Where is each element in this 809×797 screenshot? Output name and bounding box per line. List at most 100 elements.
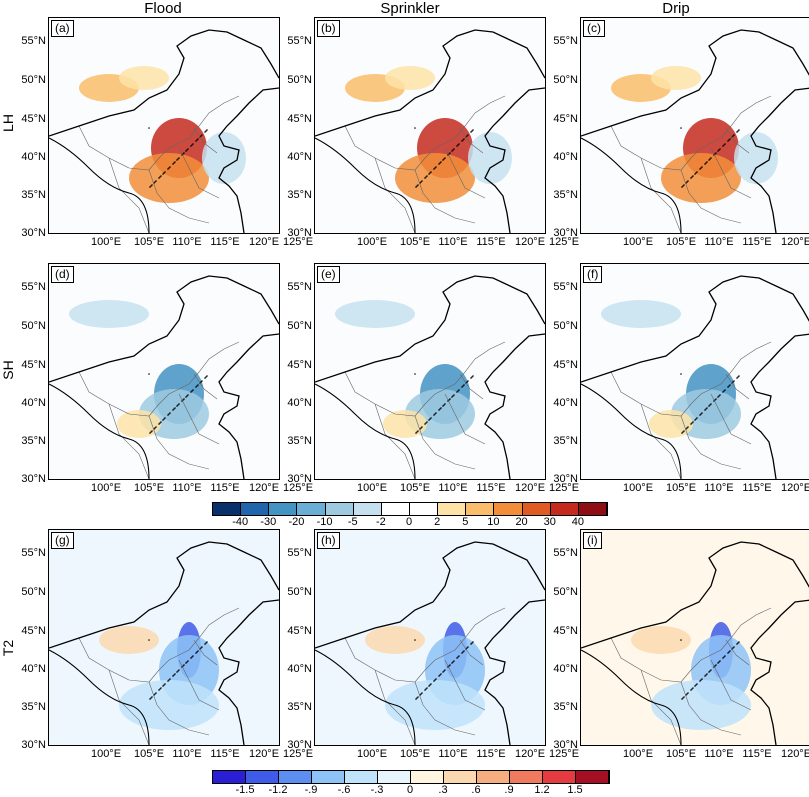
lat-tick-label: 30°N bbox=[287, 739, 312, 751]
colorbar-swatch bbox=[409, 503, 439, 515]
colorbar-swatch bbox=[213, 771, 246, 783]
lon-tick-label: 125°E bbox=[282, 236, 314, 248]
lat-tick-label: 55°N bbox=[287, 547, 312, 559]
colorbar-swatch bbox=[444, 771, 477, 783]
lon-tick-label: 100°E bbox=[356, 236, 388, 248]
lat-tick-label: 50°N bbox=[287, 74, 312, 86]
lon-tick-label: 120°E bbox=[514, 748, 546, 760]
lon-tick-label: 115°E bbox=[210, 748, 240, 760]
colorbar-tick-label: 2 bbox=[434, 516, 441, 528]
lat-tick-label: 35°N bbox=[287, 189, 312, 201]
lat-tick-label: 30°N bbox=[553, 739, 578, 751]
lon-tick-label: 110°E bbox=[172, 482, 202, 494]
map-panel: (c) bbox=[580, 17, 809, 234]
colorbar-tick-label: -.3 bbox=[370, 784, 384, 796]
lon-tick-label: 115°E bbox=[742, 482, 772, 494]
lon-tick-label: 100°E bbox=[622, 482, 654, 494]
lat-tick-label: 30°N bbox=[287, 227, 312, 239]
lat-tick-label: 40°N bbox=[21, 151, 46, 163]
lat-tick-label: 45°N bbox=[553, 625, 578, 637]
colorbar-tick-label: -.9 bbox=[304, 784, 318, 796]
lon-tick-label: 120°E bbox=[780, 482, 809, 494]
colorbar-tick-label: 1.2 bbox=[534, 784, 550, 796]
lon-tick-label: 105°E bbox=[399, 236, 431, 248]
colorbar-swatch bbox=[510, 771, 543, 783]
colorbar-swatch bbox=[345, 771, 378, 783]
panel-label: (f) bbox=[583, 266, 603, 283]
lat-tick-label: 45°N bbox=[21, 625, 46, 637]
lat-tick-label: 55°N bbox=[287, 35, 312, 47]
map-panel: (h) bbox=[314, 529, 546, 746]
panel-label: (d) bbox=[51, 266, 74, 283]
lat-tick-label: 35°N bbox=[287, 701, 312, 713]
colorbar-t2 bbox=[212, 770, 610, 784]
colorbar-swatch bbox=[381, 503, 410, 515]
lat-tick-label: 50°N bbox=[287, 586, 312, 598]
column-title-drip: Drip bbox=[662, 0, 690, 17]
lon-tick-label: 120°E bbox=[514, 482, 546, 494]
lat-tick-label: 30°N bbox=[553, 473, 578, 485]
colorbar-tick-label: 30 bbox=[543, 516, 556, 528]
lon-tick-label: 115°E bbox=[476, 748, 506, 760]
lat-tick-label: 35°N bbox=[21, 435, 46, 447]
colorbar-tick-label: 10 bbox=[487, 516, 500, 528]
lat-tick-label: 45°N bbox=[553, 113, 578, 125]
lat-tick-label: 40°N bbox=[287, 397, 312, 409]
colorbar-swatch bbox=[411, 771, 444, 783]
lon-tick-label: 105°E bbox=[665, 236, 697, 248]
lat-tick-label: 55°N bbox=[21, 547, 46, 559]
colorbar-swatch bbox=[550, 503, 579, 515]
lon-tick-label: 100°E bbox=[90, 482, 122, 494]
lat-tick-label: 35°N bbox=[21, 189, 46, 201]
lon-tick-label: 120°E bbox=[248, 748, 280, 760]
map-panel: (g) bbox=[48, 529, 280, 746]
lat-tick-label: 50°N bbox=[553, 74, 578, 86]
lat-tick-label: 55°N bbox=[553, 281, 578, 293]
lat-tick-label: 45°N bbox=[287, 625, 312, 637]
column-title-flood: Flood bbox=[144, 0, 182, 17]
colorbar-swatch bbox=[297, 503, 326, 515]
colorbar-swatch bbox=[246, 771, 279, 783]
lon-tick-label: 105°E bbox=[133, 482, 165, 494]
lat-tick-label: 55°N bbox=[553, 547, 578, 559]
lat-tick-label: 50°N bbox=[21, 74, 46, 86]
lon-tick-label: 100°E bbox=[622, 236, 654, 248]
lon-tick-label: 110°E bbox=[438, 482, 468, 494]
colorbar-swatch bbox=[578, 503, 607, 515]
lat-tick-label: 40°N bbox=[21, 397, 46, 409]
lon-tick-label: 115°E bbox=[742, 748, 772, 760]
colorbar-tick-label: -1.5 bbox=[235, 784, 255, 796]
colorbar-tick-label: .3 bbox=[438, 784, 448, 796]
lat-tick-label: 50°N bbox=[21, 320, 46, 332]
lat-tick-label: 40°N bbox=[21, 663, 46, 675]
map-panel: (d) bbox=[48, 263, 280, 480]
lon-tick-label: 110°E bbox=[704, 482, 734, 494]
lon-tick-label: 100°E bbox=[356, 748, 388, 760]
panel-label: (i) bbox=[583, 532, 602, 549]
lon-tick-label: 105°E bbox=[399, 482, 431, 494]
colorbar-swatch bbox=[477, 771, 510, 783]
colorbar-swatch bbox=[269, 503, 298, 515]
lon-tick-label: 115°E bbox=[210, 482, 240, 494]
colorbar-tick-label: 0 bbox=[405, 516, 413, 528]
lon-tick-label: 110°E bbox=[704, 236, 734, 248]
lon-tick-label: 110°E bbox=[438, 748, 468, 760]
colorbar-swatch bbox=[312, 771, 345, 783]
lat-tick-label: 40°N bbox=[287, 663, 312, 675]
colorbar-swatch bbox=[213, 503, 242, 515]
lon-tick-label: 100°E bbox=[90, 748, 122, 760]
panel-label: (h) bbox=[317, 532, 340, 549]
lon-tick-label: 115°E bbox=[742, 236, 772, 248]
colorbar-tick-label: -10 bbox=[316, 516, 333, 528]
lon-tick-label: 100°E bbox=[622, 748, 654, 760]
lon-tick-label: 120°E bbox=[514, 236, 546, 248]
lat-tick-label: 35°N bbox=[21, 701, 46, 713]
colorbar-tick-label: 1.5 bbox=[567, 784, 583, 796]
map-panel: (a) bbox=[48, 17, 280, 234]
lat-tick-label: 45°N bbox=[21, 113, 46, 125]
panel-label: (b) bbox=[317, 20, 340, 37]
lon-tick-label: 125°E bbox=[548, 482, 580, 494]
lat-tick-label: 50°N bbox=[21, 586, 46, 598]
lat-tick-label: 30°N bbox=[21, 739, 46, 751]
colorbar-tick-label: 20 bbox=[515, 516, 528, 528]
